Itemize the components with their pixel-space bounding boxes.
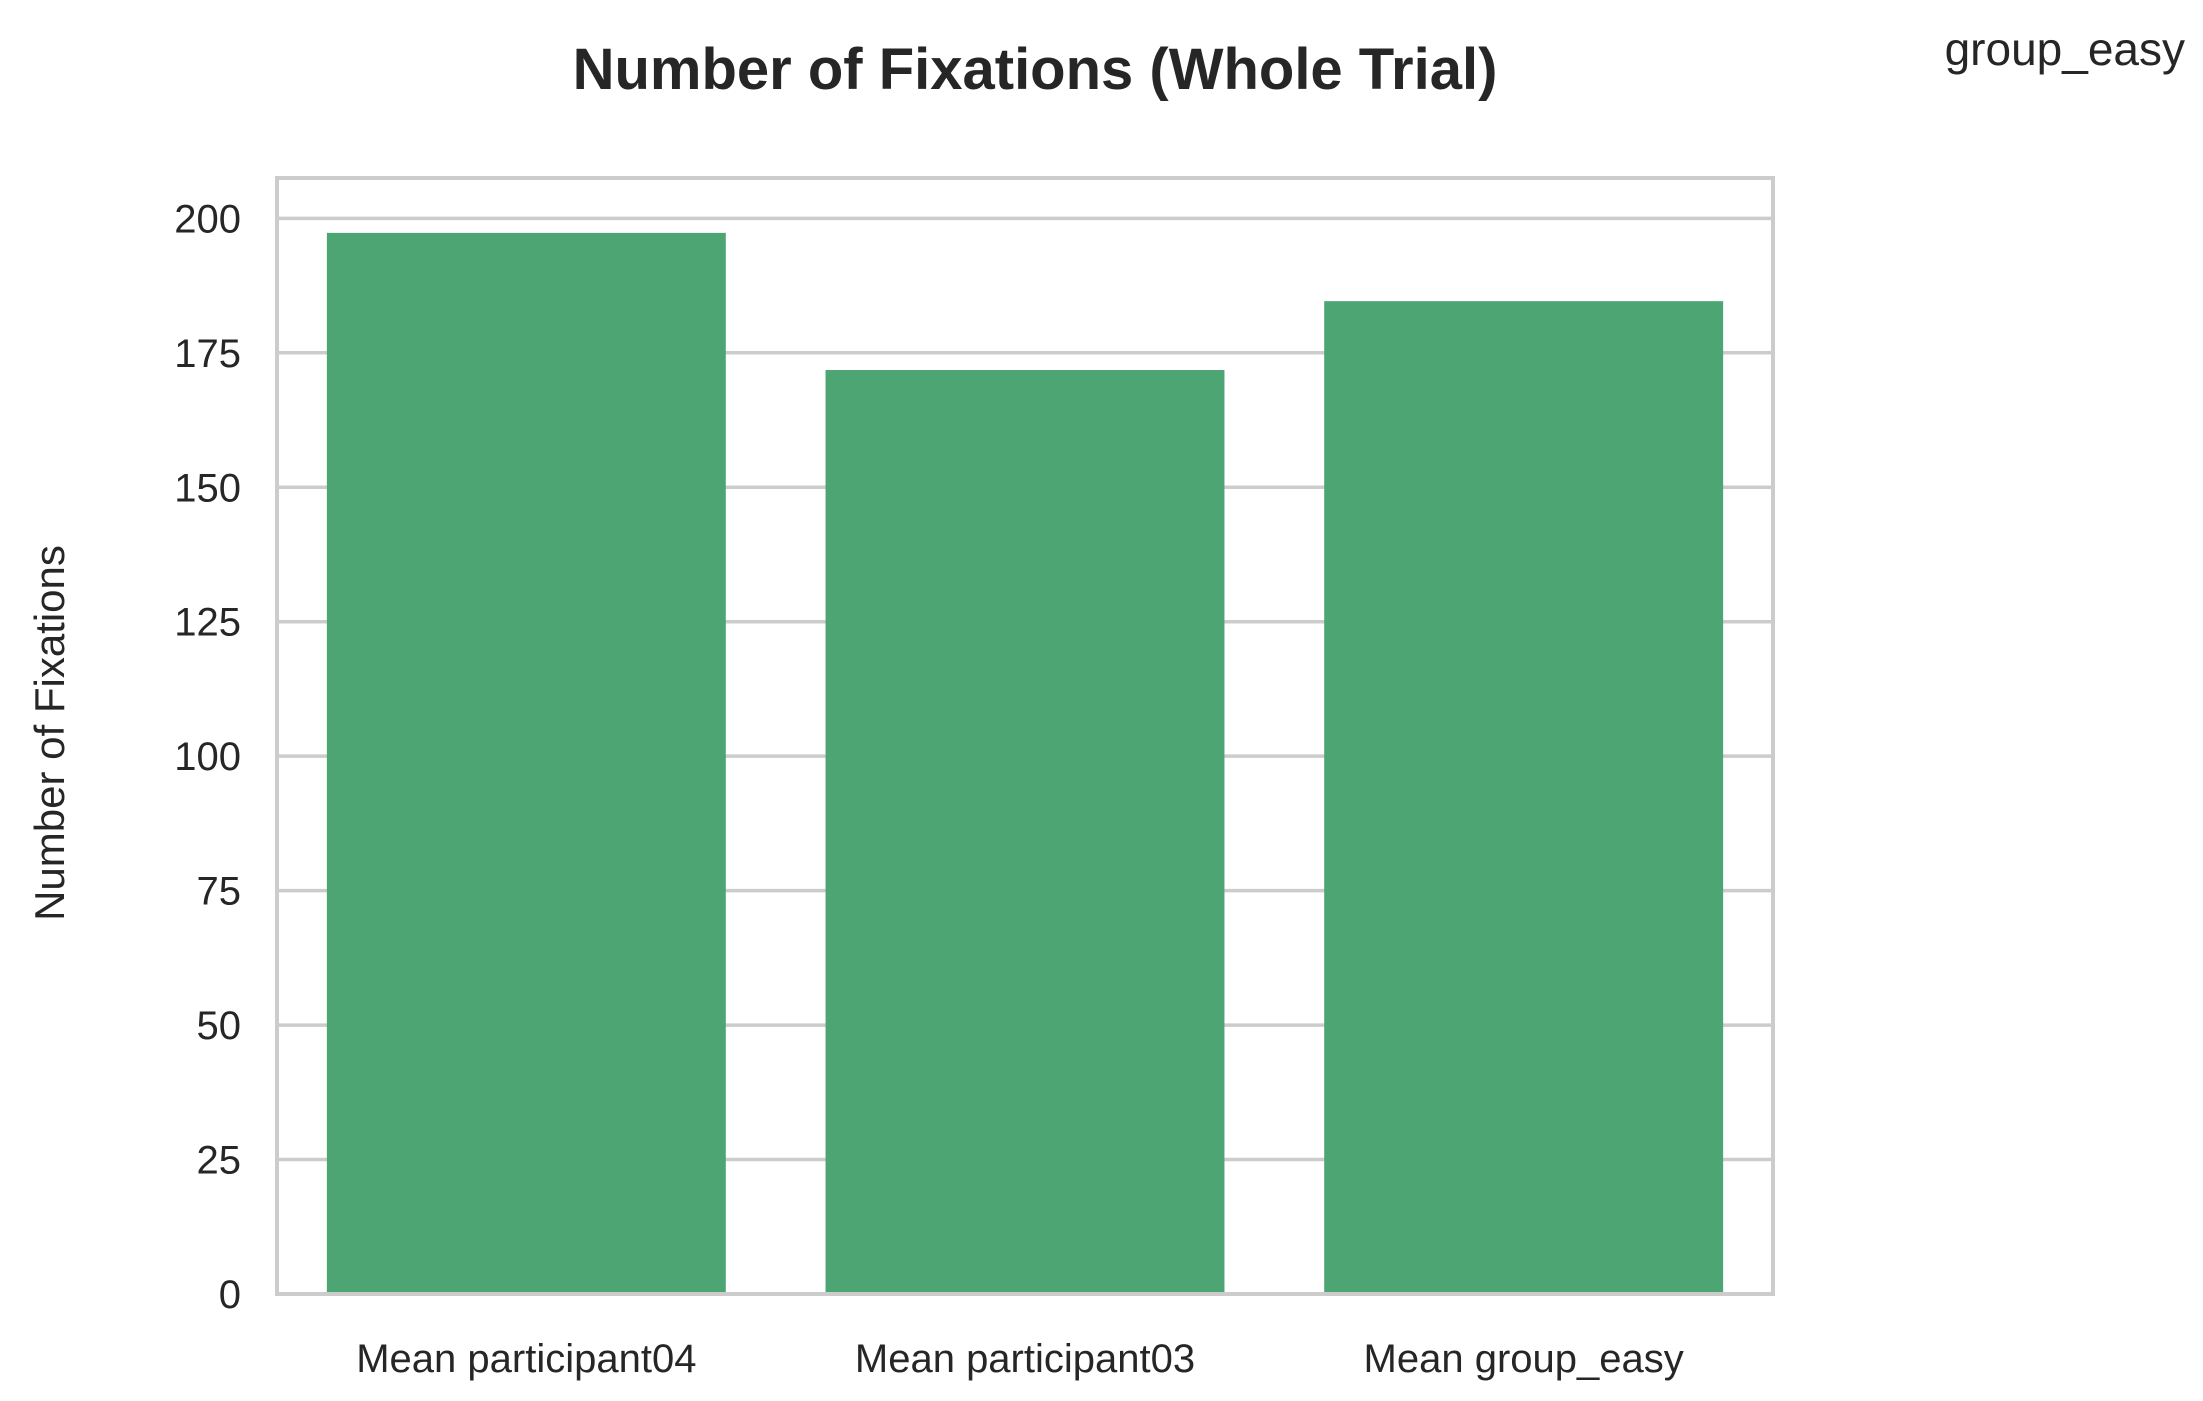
bar-3	[1324, 301, 1724, 1295]
y-tick-label: 0	[219, 1273, 241, 1317]
y-tick-label: 125	[174, 601, 241, 645]
x-tick-label: Mean participant04	[356, 1337, 696, 1381]
corner-annotation: group_easy	[1945, 23, 2185, 75]
bars	[326, 232, 1724, 1295]
chart-title: Number of Fixations (Whole Trial)	[573, 37, 1498, 102]
x-tick-label: Mean group_easy	[1364, 1337, 1684, 1381]
y-tick-label: 200	[174, 197, 241, 241]
y-tick-label: 50	[197, 1004, 242, 1048]
y-tick-label: 25	[197, 1139, 242, 1183]
y-tick-label: 75	[197, 870, 242, 914]
x-tick-label: Mean participant03	[855, 1337, 1195, 1381]
y-tick-label: 150	[174, 466, 241, 510]
y-tick-label: 175	[174, 332, 241, 376]
bar-1	[326, 232, 726, 1295]
x-tick-labels: Mean participant04 Mean participant03 Mean…	[356, 1337, 1684, 1381]
y-tick-labels: 0 25 50 75 100 125 150 175 200	[174, 197, 241, 1317]
plot-frame	[275, 176, 1775, 1296]
y-tick-label: 100	[174, 735, 241, 779]
bar-2	[825, 370, 1225, 1294]
y-axis-label: Number of Fixations	[26, 545, 73, 921]
